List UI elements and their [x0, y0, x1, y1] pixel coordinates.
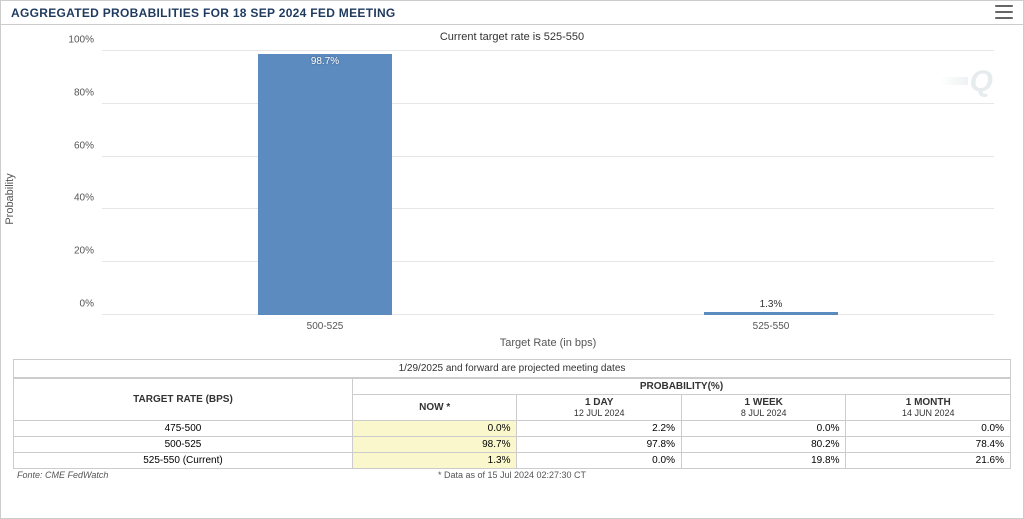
bar: 1.3%: [704, 312, 838, 315]
projection-note: 1/29/2025 and forward are projected meet…: [13, 359, 1011, 378]
grid-line: [102, 314, 994, 315]
bar-value-label: 1.3%: [704, 299, 838, 310]
bar-value-label: 98.7%: [258, 56, 392, 67]
row-rate: 475-500: [14, 421, 353, 437]
page-title: AGGREGATED PROBABILITIES FOR 18 SEP 2024…: [11, 6, 396, 20]
bar: 98.7%: [258, 54, 392, 315]
probability-chart: Probability 0%20%40%60%80%100%98.7%500-5…: [12, 43, 1012, 355]
cell-value: 98.7%: [352, 437, 517, 453]
hamburger-icon[interactable]: [995, 5, 1013, 19]
table-row: 525-550 (Current)1.3%0.0%19.8%21.6%: [14, 453, 1011, 469]
plot-area: 0%20%40%60%80%100%98.7%500-5251.3%525-55…: [102, 51, 994, 315]
cell-value: 97.8%: [517, 437, 682, 453]
y-tick: 80%: [74, 87, 94, 98]
footer: Fonte: CME FedWatch * Data as of 15 Jul …: [13, 469, 1011, 485]
grid-line: [102, 208, 994, 209]
cell-value: 21.6%: [846, 453, 1011, 469]
cell-value: 1.3%: [352, 453, 517, 469]
cell-value: 2.2%: [517, 421, 682, 437]
source-label: Fonte: CME FedWatch: [17, 470, 108, 480]
dashboard-frame: AGGREGATED PROBABILITIES FOR 18 SEP 2024…: [0, 0, 1024, 519]
y-tick: 40%: [74, 193, 94, 204]
x-tick: 500-525: [307, 321, 344, 332]
grid-line: [102, 261, 994, 262]
y-tick: 0%: [80, 299, 94, 310]
table-row: 500-52598.7%97.8%80.2%78.4%: [14, 437, 1011, 453]
y-axis-label: Probability: [4, 173, 16, 224]
col-header: NOW *: [352, 395, 517, 421]
probability-table: TARGET RATE (BPS) PROBABILITY(%) NOW *1 …: [13, 378, 1011, 469]
row-rate: 525-550 (Current): [14, 453, 353, 469]
table-row: 475-5000.0%2.2%0.0%0.0%: [14, 421, 1011, 437]
y-tick: 20%: [74, 246, 94, 257]
cell-value: 0.0%: [517, 453, 682, 469]
col-header: 1 MONTH14 JUN 2024: [846, 395, 1011, 421]
cell-value: 0.0%: [681, 421, 846, 437]
grid-line: [102, 103, 994, 104]
grid-line: [102, 156, 994, 157]
cell-value: 0.0%: [352, 421, 517, 437]
col-probability-group: PROBABILITY(%): [352, 379, 1010, 395]
x-axis-label: Target Rate (in bps): [500, 337, 597, 349]
col-header: 1 DAY12 JUL 2024: [517, 395, 682, 421]
grid-line: [102, 50, 994, 51]
x-tick: 525-550: [753, 321, 790, 332]
row-rate: 500-525: [14, 437, 353, 453]
col-header: 1 WEEK8 JUL 2024: [681, 395, 846, 421]
cell-value: 19.8%: [681, 453, 846, 469]
y-tick: 100%: [68, 35, 94, 46]
data-asof: * Data as of 15 Jul 2024 02:27:30 CT: [438, 470, 586, 480]
header-bar: AGGREGATED PROBABILITIES FOR 18 SEP 2024…: [1, 1, 1023, 25]
subtitle: Current target rate is 525-550: [1, 31, 1023, 43]
col-target-rate: TARGET RATE (BPS): [14, 379, 353, 421]
y-tick: 60%: [74, 140, 94, 151]
cell-value: 78.4%: [846, 437, 1011, 453]
cell-value: 80.2%: [681, 437, 846, 453]
cell-value: 0.0%: [846, 421, 1011, 437]
